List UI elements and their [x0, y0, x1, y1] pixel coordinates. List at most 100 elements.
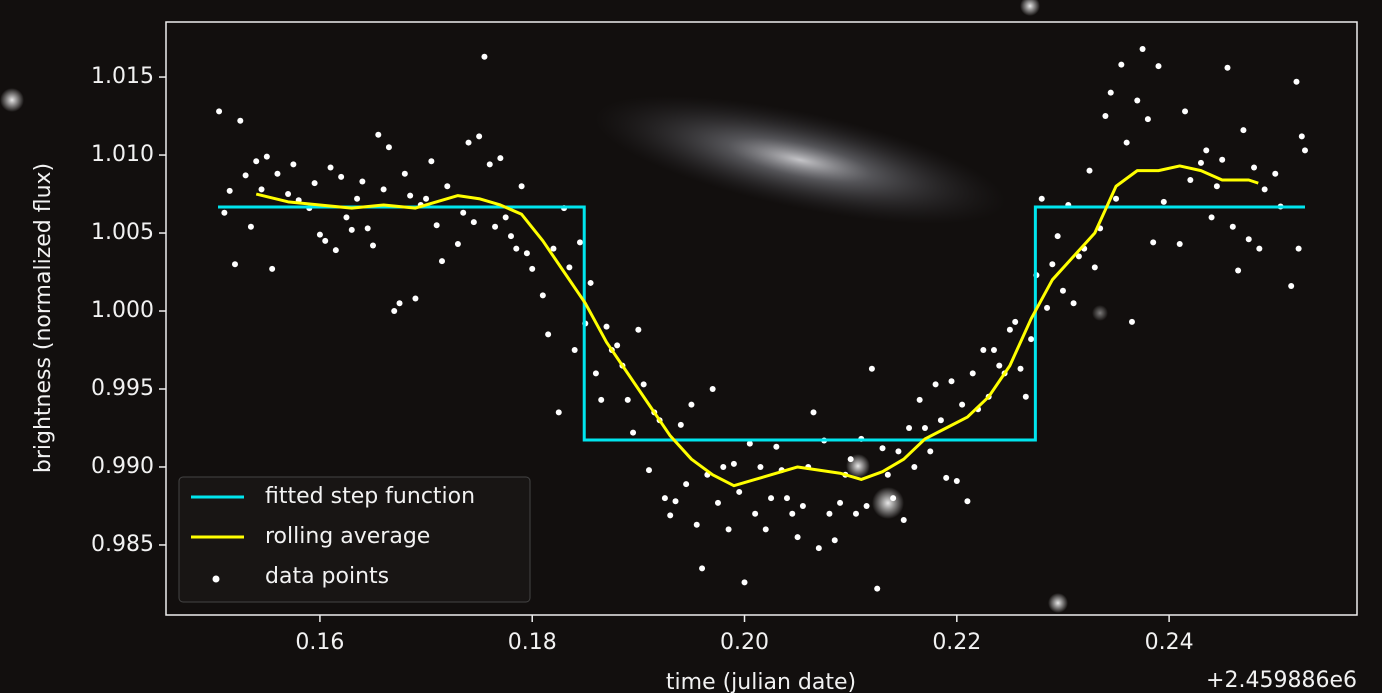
data-point [773, 444, 779, 450]
data-point [1140, 46, 1146, 52]
data-point [1118, 62, 1124, 68]
data-point [731, 461, 737, 467]
data-point [938, 417, 944, 423]
data-point [1235, 267, 1241, 273]
data-point [1240, 127, 1246, 133]
data-point [1256, 246, 1262, 252]
data-point [1299, 133, 1305, 139]
data-point [487, 161, 493, 167]
data-point [895, 448, 901, 454]
data-point [1214, 183, 1220, 189]
data-point [630, 430, 636, 436]
data-point [338, 174, 344, 180]
data-point [391, 308, 397, 314]
data-point [444, 183, 450, 189]
data-point [890, 495, 896, 501]
data-point [683, 481, 689, 487]
data-point [1007, 327, 1013, 333]
data-point [1302, 147, 1308, 153]
data-point [1161, 199, 1167, 205]
y-axis-label: brightness (normalized flux) [31, 163, 56, 473]
data-point [614, 342, 620, 348]
data-point [274, 171, 280, 177]
data-point [412, 296, 418, 302]
data-point [519, 183, 525, 189]
data-point [455, 241, 461, 247]
data-point [1023, 394, 1029, 400]
data-point [1177, 241, 1183, 247]
data-point [290, 161, 296, 167]
data-point [970, 370, 976, 376]
data-point [524, 250, 530, 256]
data-point [943, 475, 949, 481]
data-point [322, 238, 328, 244]
data-point [880, 445, 886, 451]
data-point [572, 347, 578, 353]
x-offset-label: +2.459886e6 [1206, 668, 1357, 693]
data-point [720, 464, 726, 470]
data-point [1071, 300, 1077, 306]
data-point [922, 425, 928, 431]
y-tick-label: 0.995 [91, 376, 154, 401]
legend-marker [213, 576, 220, 583]
data-point [428, 158, 434, 164]
data-point [1113, 196, 1119, 202]
data-point [885, 472, 891, 478]
x-tick-label: 0.18 [508, 630, 557, 655]
data-point [370, 243, 376, 249]
data-point [768, 495, 774, 501]
data-point [259, 186, 265, 192]
legend-label: data points [265, 564, 389, 589]
data-point [874, 586, 880, 592]
data-point [1224, 65, 1230, 71]
data-point [588, 280, 594, 286]
x-tick-label: 0.16 [295, 630, 344, 655]
data-point [471, 219, 477, 225]
data-point [333, 247, 339, 253]
data-point [667, 512, 673, 518]
y-tick-label: 1.015 [91, 64, 154, 89]
data-point [540, 292, 546, 298]
data-point [1028, 336, 1034, 342]
data-point [763, 526, 769, 532]
data-point [901, 517, 907, 523]
data-point [1039, 196, 1045, 202]
data-point [359, 179, 365, 185]
data-point [949, 378, 955, 384]
data-point [688, 402, 694, 408]
data-point [508, 233, 514, 239]
data-point [1230, 224, 1236, 230]
data-point [1203, 147, 1209, 153]
data-point [460, 210, 466, 216]
data-point [1246, 236, 1252, 242]
data-point [1055, 233, 1061, 239]
data-point [269, 266, 275, 272]
data-point [1156, 63, 1162, 69]
data-point [232, 261, 238, 267]
data-point [1012, 319, 1018, 325]
data-point [726, 526, 732, 532]
data-point [1134, 97, 1140, 103]
data-point [264, 154, 270, 160]
data-point [757, 464, 763, 470]
data-point [678, 422, 684, 428]
data-point [423, 196, 429, 202]
data-point [556, 409, 562, 415]
data-point [848, 456, 854, 462]
data-point [1124, 140, 1130, 146]
data-point [1262, 186, 1268, 192]
data-point [237, 118, 243, 124]
data-point [1087, 168, 1093, 174]
data-point [1129, 319, 1135, 325]
data-point [816, 545, 822, 551]
data-point [1145, 116, 1151, 122]
data-point [577, 239, 583, 245]
data-point [221, 210, 227, 216]
legend-label: fitted step function [265, 484, 475, 509]
data-point [991, 347, 997, 353]
data-point [784, 495, 790, 501]
data-point [434, 222, 440, 228]
data-point [604, 324, 610, 330]
data-point [312, 180, 318, 186]
